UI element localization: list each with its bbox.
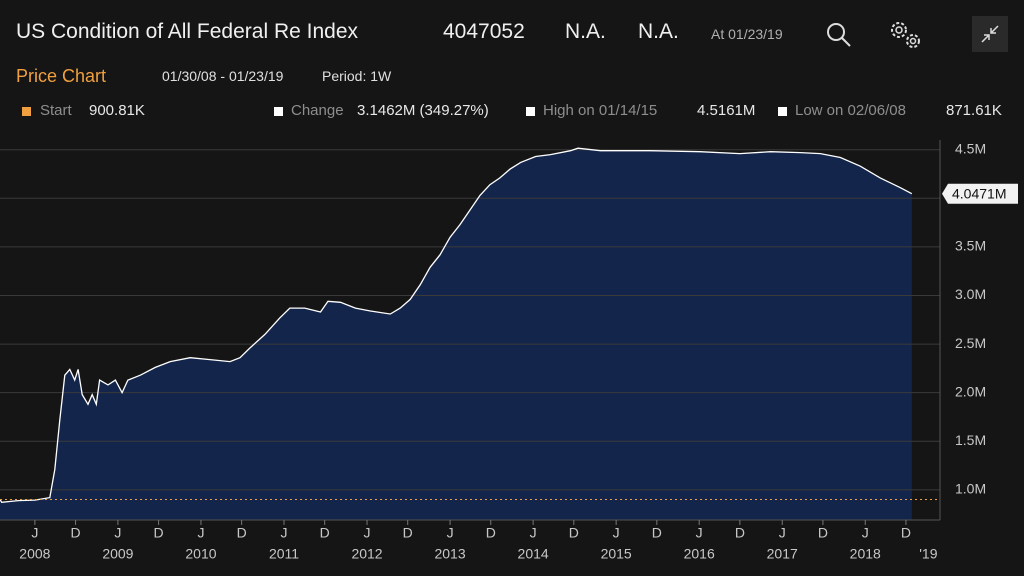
x-year-label: 2017 [767, 546, 798, 562]
x-tick-label: J [197, 525, 204, 541]
high-marker [526, 107, 535, 116]
x-tick-label: J [364, 525, 371, 541]
x-tick-label: D [154, 525, 164, 541]
x-tick-label: J [447, 525, 454, 541]
x-year-label: 2014 [518, 546, 549, 562]
x-tick-label: D [486, 525, 496, 541]
high-value: 4.5161M [697, 102, 756, 119]
change-label: Change [291, 102, 344, 119]
start-marker [22, 107, 31, 116]
x-tick-label: D [71, 525, 81, 541]
price-line [0, 147, 913, 503]
change-marker [274, 107, 283, 116]
start-label: Start [40, 102, 72, 119]
security-title: US Condition of All Federal Re Index [16, 20, 359, 43]
x-tick-label: J [696, 525, 703, 541]
y-tick-label: 3.5M [955, 238, 986, 254]
collapse-button[interactable] [972, 16, 1008, 52]
x-tick-label: D [901, 525, 911, 541]
area-fill [0, 148, 912, 520]
y-tick-label: 2.5M [955, 335, 986, 351]
period: Period: 1W [322, 68, 392, 84]
x-tick-label: J [31, 525, 38, 541]
x-year-label: 2016 [684, 546, 715, 562]
x-year-label: 2011 [269, 546, 299, 562]
x-tick-label: D [320, 525, 330, 541]
x-tick-label: J [862, 525, 869, 541]
x-year-label: 2012 [351, 546, 382, 562]
bid: N.A. [565, 20, 606, 43]
x-tick-label: D [237, 525, 247, 541]
ask: N.A. [638, 20, 679, 43]
x-tick-label: D [403, 525, 413, 541]
tab-price-chart[interactable]: Price Chart [16, 66, 107, 86]
y-tick-label: 1.5M [955, 432, 986, 448]
low-value: 871.61K [946, 102, 1002, 119]
x-year-label: 2015 [601, 546, 632, 562]
last-price: 4047052 [443, 20, 525, 43]
x-tick-label: D [818, 525, 828, 541]
x-year-label: 2018 [850, 546, 881, 562]
x-tick-label: J [613, 525, 620, 541]
start-value: 900.81K [89, 102, 145, 119]
settings-icon[interactable] [886, 16, 926, 52]
y-tick-label: 4.5M [955, 140, 986, 156]
x-year-label: '19 [919, 546, 937, 562]
x-tick-label: J [280, 525, 287, 541]
y-tick-label: 2.0M [955, 383, 986, 399]
last-price-box [942, 183, 1018, 204]
y-tick-label: 3.0M [955, 286, 986, 302]
x-tick-label: J [530, 525, 537, 541]
x-year-label: 2009 [102, 546, 133, 562]
search-icon[interactable] [824, 20, 854, 50]
x-tick-label: J [114, 525, 121, 541]
date-range: 01/30/08 - 01/23/19 [162, 68, 284, 84]
x-tick-label: D [652, 525, 662, 541]
x-tick-label: D [569, 525, 579, 541]
low-label: Low on 02/06/08 [795, 102, 906, 119]
high-label: High on 01/14/15 [543, 102, 658, 119]
x-year-label: 2010 [185, 546, 216, 562]
x-year-label: 2013 [434, 546, 465, 562]
low-marker [778, 107, 787, 116]
y-tick-label: 1.0M [955, 481, 986, 497]
last-price-label: 4.0471M [952, 185, 1006, 201]
as-of-date: At 01/23/19 [711, 26, 783, 42]
x-year-label: 2008 [19, 546, 50, 562]
x-tick-label: D [735, 525, 745, 541]
change-value: 3.1462M (349.27%) [357, 102, 489, 119]
x-tick-label: J [779, 525, 786, 541]
